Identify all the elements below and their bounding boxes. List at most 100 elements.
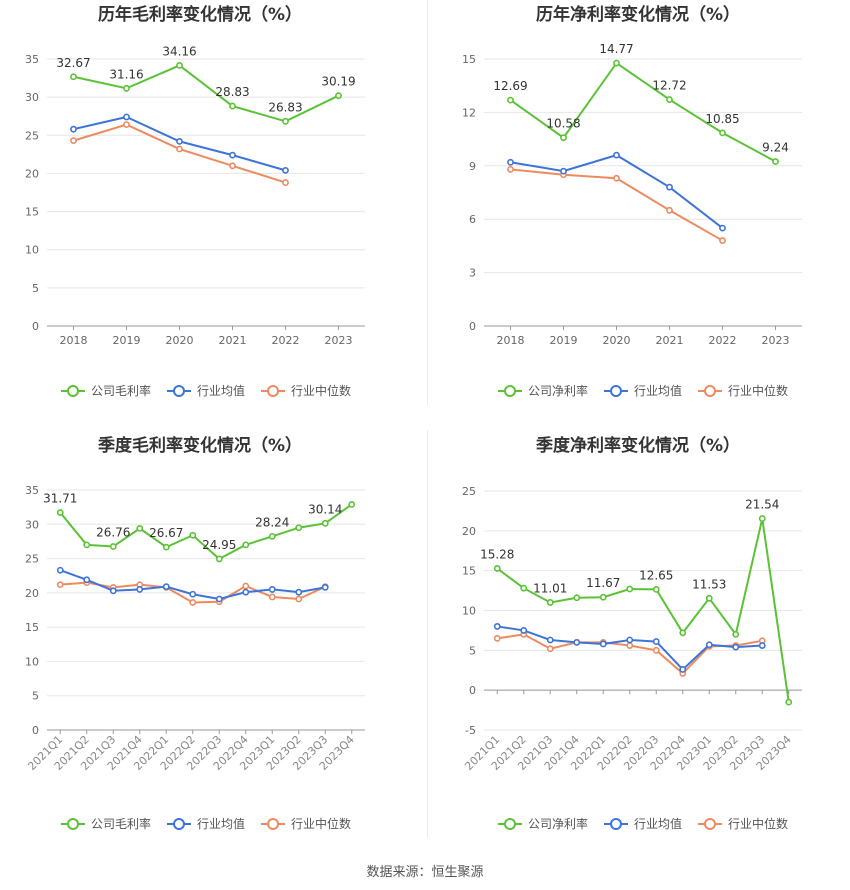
data-point[interactable] xyxy=(109,543,117,550)
data-point[interactable] xyxy=(70,125,77,133)
legend-item-company[interactable]: 公司毛利率 xyxy=(61,816,151,831)
legend-item-company[interactable]: 公司毛利率 xyxy=(61,383,151,398)
data-point[interactable] xyxy=(83,576,91,584)
data-point[interactable] xyxy=(705,594,713,602)
legend-item-company[interactable]: 公司净利率 xyxy=(498,383,588,398)
data-point[interactable] xyxy=(719,129,726,137)
legend-item-industry-median[interactable]: 行业中位数 xyxy=(261,816,351,831)
data-point[interactable] xyxy=(705,641,713,649)
data-point[interactable] xyxy=(215,595,223,603)
data-point[interactable] xyxy=(282,166,289,174)
data-point[interactable] xyxy=(679,629,687,637)
data-point[interactable] xyxy=(229,162,236,170)
data-point[interactable] xyxy=(666,183,673,191)
data-point[interactable] xyxy=(573,594,581,602)
data-point[interactable] xyxy=(652,646,660,654)
data-point[interactable] xyxy=(573,638,581,646)
data-point[interactable] xyxy=(348,500,356,508)
data-point[interactable] xyxy=(295,588,303,596)
data-point[interactable] xyxy=(123,121,130,129)
data-point[interactable] xyxy=(626,636,634,644)
data-point[interactable] xyxy=(758,515,766,522)
data-point[interactable] xyxy=(520,584,528,592)
legend-item-industry-median[interactable]: 行业中位数 xyxy=(261,383,351,398)
data-point[interactable] xyxy=(268,593,276,601)
data-point[interactable] xyxy=(613,59,620,67)
data-point[interactable] xyxy=(282,117,289,125)
data-point[interactable] xyxy=(652,638,660,645)
data-point[interactable] xyxy=(229,151,236,159)
data-point[interactable] xyxy=(176,137,183,145)
data-label: 31.16 xyxy=(109,67,143,81)
data-point[interactable] xyxy=(507,158,514,166)
data-point[interactable] xyxy=(772,158,779,165)
data-point[interactable] xyxy=(321,519,329,527)
data-point[interactable] xyxy=(613,174,620,182)
data-point[interactable] xyxy=(679,666,687,673)
legend-item-industry-avg[interactable]: 行业均值 xyxy=(167,816,245,831)
data-point[interactable] xyxy=(732,643,740,651)
legend-item-industry-median[interactable]: 行业中位数 xyxy=(698,383,788,398)
legend-item-industry-avg[interactable]: 行业均值 xyxy=(604,816,682,831)
data-point[interactable] xyxy=(109,587,117,595)
data-point[interactable] xyxy=(560,167,567,175)
data-point[interactable] xyxy=(189,590,197,598)
data-point[interactable] xyxy=(520,627,528,634)
data-point[interactable] xyxy=(613,151,620,159)
data-point[interactable] xyxy=(493,565,501,572)
data-point[interactable] xyxy=(666,206,673,214)
data-point[interactable] xyxy=(136,586,144,593)
data-point[interactable] xyxy=(215,555,223,563)
data-point[interactable] xyxy=(732,631,740,638)
legend-item-company[interactable]: 公司净利率 xyxy=(498,816,588,831)
data-point[interactable] xyxy=(719,237,726,244)
data-point[interactable] xyxy=(123,113,130,121)
data-point[interactable] xyxy=(176,62,183,69)
data-point[interactable] xyxy=(189,599,197,606)
data-point[interactable] xyxy=(321,583,329,591)
data-point[interactable] xyxy=(758,642,766,649)
data-point[interactable] xyxy=(295,595,303,603)
data-point[interactable] xyxy=(493,634,501,642)
data-point[interactable] xyxy=(785,698,793,706)
legend-item-industry-avg[interactable]: 行业均值 xyxy=(604,383,682,398)
data-point[interactable] xyxy=(652,585,660,593)
data-point[interactable] xyxy=(189,531,197,539)
data-point[interactable] xyxy=(335,92,342,100)
data-point[interactable] xyxy=(268,586,276,593)
data-point[interactable] xyxy=(242,541,250,549)
data-point[interactable] xyxy=(719,224,726,232)
data-point[interactable] xyxy=(136,525,144,532)
data-point[interactable] xyxy=(83,541,91,549)
data-point[interactable] xyxy=(666,96,673,103)
data-point[interactable] xyxy=(56,581,64,589)
data-point[interactable] xyxy=(162,543,170,551)
legend-item-industry-median[interactable]: 行业中位数 xyxy=(698,816,788,831)
data-point[interactable] xyxy=(507,96,514,104)
data-point[interactable] xyxy=(70,73,77,81)
data-point[interactable] xyxy=(626,642,634,649)
data-point[interactable] xyxy=(546,636,554,644)
data-point[interactable] xyxy=(546,599,554,606)
data-point[interactable] xyxy=(229,102,236,110)
data-point[interactable] xyxy=(493,623,501,630)
data-point[interactable] xyxy=(295,524,303,532)
data-point[interactable] xyxy=(70,137,77,145)
data-point[interactable] xyxy=(242,582,250,590)
data-point[interactable] xyxy=(507,165,514,173)
data-point[interactable] xyxy=(162,583,170,591)
data-point[interactable] xyxy=(282,179,289,186)
data-point[interactable] xyxy=(176,145,183,153)
data-point[interactable] xyxy=(56,566,64,574)
data-point[interactable] xyxy=(560,134,567,142)
data-point[interactable] xyxy=(546,645,554,653)
data-point[interactable] xyxy=(599,593,607,601)
data-point[interactable] xyxy=(268,532,276,540)
data-point[interactable] xyxy=(242,588,250,596)
legend-item-industry-avg[interactable]: 行业均值 xyxy=(167,383,245,398)
data-point[interactable] xyxy=(56,509,64,516)
data-point[interactable] xyxy=(626,585,634,593)
data-point[interactable] xyxy=(599,640,607,648)
data-point[interactable] xyxy=(123,84,130,92)
legend-label: 行业中位数 xyxy=(728,816,788,831)
